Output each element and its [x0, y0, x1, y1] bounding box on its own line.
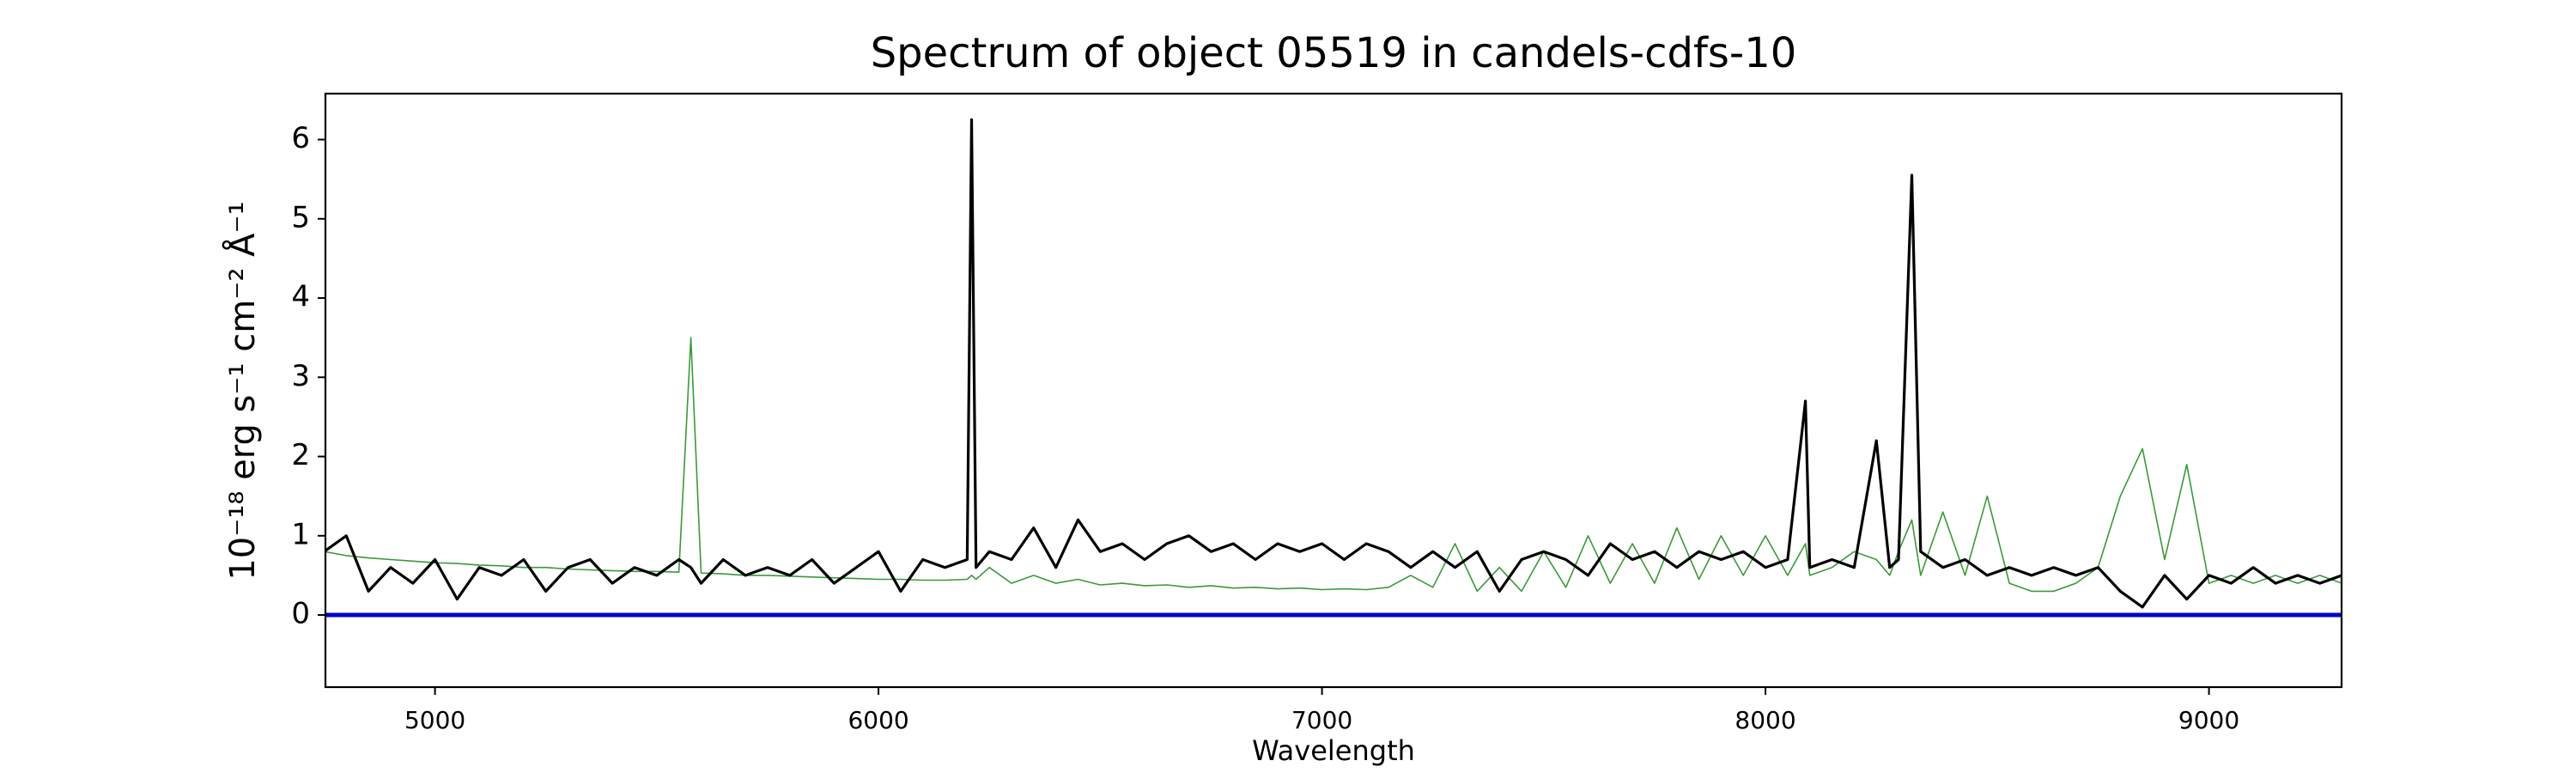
- x-tick-label: 8000: [1735, 706, 1795, 734]
- x-axis-label: Wavelength: [1252, 734, 1415, 767]
- chart-title: Spectrum of object 05519 in candels-cdfs…: [871, 29, 1797, 77]
- y-tick-label: 6: [291, 121, 310, 155]
- spectrum-line: [325, 118, 2342, 609]
- plot-frame: [324, 92, 2343, 689]
- y-tick-label: 4: [291, 280, 310, 314]
- y-tick-label: 0: [291, 597, 310, 631]
- spectrum-line: [325, 337, 2342, 593]
- x-tick-label: 7000: [1291, 706, 1352, 734]
- x-tick-label: 6000: [848, 706, 908, 734]
- y-tick-label: 1: [291, 517, 310, 551]
- y-tick-label: 3: [291, 359, 310, 393]
- y-axis-label: 10⁻¹⁸ erg s⁻¹ cm⁻² Å⁻¹: [222, 201, 263, 580]
- x-tick-label: 9000: [2178, 706, 2239, 734]
- y-tick-label: 5: [291, 200, 310, 234]
- x-tick-label: 5000: [404, 706, 465, 734]
- y-tick-label: 2: [291, 438, 310, 472]
